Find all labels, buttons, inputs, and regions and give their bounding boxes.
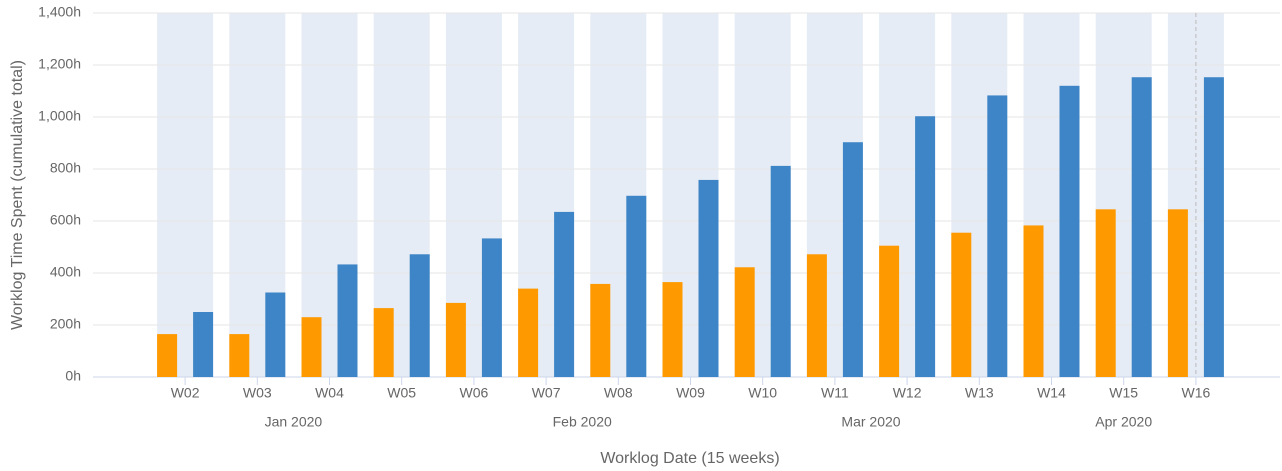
x-tick-label: W09 (676, 385, 705, 401)
bar (1203, 77, 1224, 377)
bar (951, 232, 972, 377)
bar (1059, 85, 1080, 378)
bar (1167, 209, 1188, 377)
bar (915, 116, 936, 377)
y-tick-label: 1,200h (38, 56, 81, 72)
bar (842, 142, 863, 377)
bar (265, 292, 286, 377)
y-tick-label: 1,400h (38, 4, 81, 20)
month-label: Mar 2020 (841, 414, 900, 430)
y-axis-title: Worklog Time Spent (cumulative total) (9, 60, 26, 330)
bar (554, 211, 575, 377)
x-axis-title: Worklog Date (15 weeks) (600, 450, 779, 467)
bar (590, 283, 611, 377)
x-tick-label: W04 (315, 385, 344, 401)
y-tick-label: 200h (50, 316, 81, 332)
x-tick-label: W15 (1109, 385, 1138, 401)
bar (373, 308, 394, 377)
y-tick-label: 1,000h (38, 108, 81, 124)
bar (698, 179, 719, 377)
x-tick-label: W14 (1037, 385, 1066, 401)
month-label: Feb 2020 (553, 414, 612, 430)
x-tick-label: W03 (243, 385, 272, 401)
y-tick-label: 400h (50, 264, 81, 280)
bar (481, 238, 502, 377)
bar (1095, 209, 1116, 377)
y-tick-label: 0h (65, 368, 81, 384)
x-tick-label: W08 (604, 385, 633, 401)
x-tick-label: W16 (1182, 385, 1211, 401)
x-tick-label: W02 (171, 385, 200, 401)
bar (879, 245, 900, 377)
x-tick-label: W06 (460, 385, 489, 401)
x-tick-label: W13 (965, 385, 994, 401)
bar (409, 254, 430, 377)
y-tick-label: 600h (50, 212, 81, 228)
x-tick-label: W10 (748, 385, 777, 401)
x-tick-label: W12 (893, 385, 922, 401)
month-label: Jan 2020 (265, 414, 323, 430)
x-tick-label: W05 (387, 385, 416, 401)
bar (337, 264, 358, 377)
month-label: Apr 2020 (1095, 414, 1152, 430)
bar (193, 312, 214, 377)
x-tick-label: W07 (532, 385, 561, 401)
x-tick-label: W11 (821, 385, 849, 401)
bar (229, 334, 250, 377)
bar (518, 288, 539, 377)
bar (301, 317, 322, 377)
bar (770, 165, 791, 377)
bar (1131, 77, 1152, 377)
y-tick-label: 800h (50, 160, 81, 176)
bar (1023, 225, 1044, 377)
bar (157, 334, 178, 377)
bar (806, 254, 827, 377)
bar (734, 267, 755, 377)
bar (445, 302, 466, 377)
bar (662, 282, 683, 377)
bar (626, 195, 647, 377)
bar (987, 95, 1008, 378)
